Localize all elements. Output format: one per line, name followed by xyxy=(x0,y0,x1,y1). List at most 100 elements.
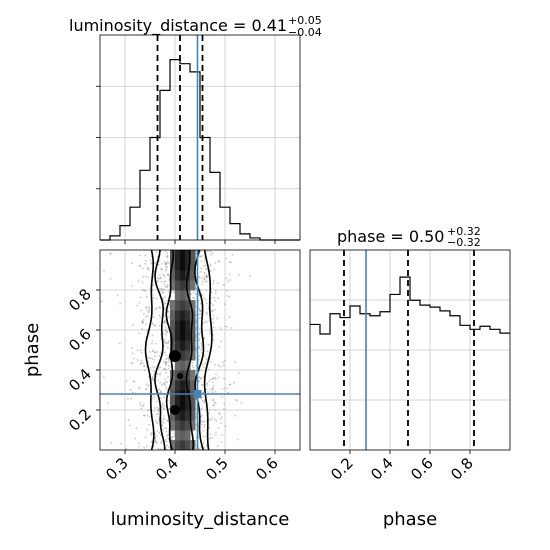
sample-point xyxy=(201,399,204,402)
sample-point xyxy=(141,322,143,324)
sample-point xyxy=(194,365,197,368)
sample-point xyxy=(159,287,161,290)
sample-point xyxy=(167,361,170,364)
sample-point xyxy=(165,386,168,389)
sample-point xyxy=(203,424,206,426)
sample-point xyxy=(195,347,197,350)
sample-point xyxy=(173,432,176,435)
contour-line xyxy=(154,250,166,450)
sample-point xyxy=(198,307,200,310)
sample-point xyxy=(200,267,203,270)
sample-point xyxy=(205,289,208,292)
sample-point xyxy=(235,398,238,401)
sample-point xyxy=(157,408,160,411)
sample-point xyxy=(205,280,208,283)
sample-point xyxy=(163,367,166,370)
sample-point xyxy=(216,317,219,320)
sample-point xyxy=(195,339,198,341)
sample-point xyxy=(167,364,170,367)
sample-point xyxy=(158,388,161,391)
sample-point xyxy=(142,313,145,315)
sample-point xyxy=(156,351,159,353)
sample-point xyxy=(219,418,222,421)
density-cell xyxy=(180,330,186,341)
sample-point xyxy=(198,339,201,342)
contour-line xyxy=(194,250,205,450)
phase-title-plus: +0.32 xyxy=(447,225,481,238)
sample-point xyxy=(160,280,163,283)
sample-point xyxy=(227,280,229,283)
sample-point xyxy=(234,414,236,417)
phase-title-minus: −0.32 xyxy=(447,236,481,249)
sample-point xyxy=(209,437,211,440)
density-cell xyxy=(170,390,176,401)
sample-point xyxy=(167,437,170,440)
sample-point xyxy=(165,262,168,265)
sample-point xyxy=(128,424,131,427)
sample-point xyxy=(130,397,133,400)
sample-point xyxy=(167,376,169,378)
sample-point xyxy=(162,332,165,335)
sample-point xyxy=(155,298,158,300)
sample-point xyxy=(214,402,217,405)
sample-point xyxy=(212,326,215,329)
density-cell xyxy=(190,260,196,271)
density-cell xyxy=(180,300,186,311)
sample-point xyxy=(141,267,144,270)
sample-point xyxy=(204,267,207,270)
sample-point xyxy=(154,342,157,345)
sample-point xyxy=(132,357,135,360)
sample-point xyxy=(146,296,148,298)
sample-point xyxy=(151,377,153,380)
sample-point xyxy=(164,269,167,272)
sample-point xyxy=(129,388,132,391)
x-tick-label-phase: 0.4 xyxy=(367,454,397,484)
sample-point xyxy=(218,260,221,263)
sample-point xyxy=(240,402,243,404)
sample-point xyxy=(140,359,143,362)
sample-point xyxy=(227,391,229,394)
sample-point xyxy=(198,337,201,340)
sample-point xyxy=(201,283,204,285)
sample-point xyxy=(146,428,149,431)
sample-point xyxy=(195,287,198,290)
sample-point xyxy=(139,387,141,390)
sample-point xyxy=(146,309,149,312)
sample-point xyxy=(221,387,224,390)
sample-point xyxy=(146,409,149,412)
sample-point xyxy=(148,307,151,310)
density-cell xyxy=(175,410,181,421)
sample-point xyxy=(133,380,136,383)
sample-point xyxy=(198,333,201,336)
x-tick-label-phase: 0.2 xyxy=(327,454,357,484)
sample-point xyxy=(202,420,205,423)
sample-point xyxy=(142,275,145,278)
density-cell xyxy=(170,320,176,331)
sample-point xyxy=(199,377,202,380)
2d-truth-marker xyxy=(193,390,202,398)
sample-point xyxy=(167,340,170,343)
density-cell xyxy=(185,250,191,261)
sample-point xyxy=(147,384,150,387)
density-cell xyxy=(185,280,191,291)
sample-point xyxy=(204,281,207,283)
sample-point xyxy=(162,415,165,417)
sample-point xyxy=(195,336,197,338)
sample-point xyxy=(211,436,213,439)
sample-point xyxy=(145,323,147,326)
sample-point xyxy=(231,253,234,256)
sample-point xyxy=(131,391,134,394)
sample-point xyxy=(161,404,164,406)
sample-point xyxy=(147,356,150,359)
y-tick-label-phase: 0.2 xyxy=(65,405,95,435)
lumdist-histogram-step xyxy=(100,59,300,241)
sample-point xyxy=(150,432,152,435)
sample-point xyxy=(213,404,215,407)
sample-point xyxy=(164,380,167,383)
sample-point xyxy=(198,347,200,350)
sample-point xyxy=(134,437,137,440)
sample-point xyxy=(211,417,213,419)
phase-marginal-panel: 0.2 0.4 0.6 0.8 phase = 0.50 +0.32 −0.32 ph… xyxy=(309,225,511,530)
sample-point xyxy=(209,331,212,333)
sample-point xyxy=(162,448,165,450)
